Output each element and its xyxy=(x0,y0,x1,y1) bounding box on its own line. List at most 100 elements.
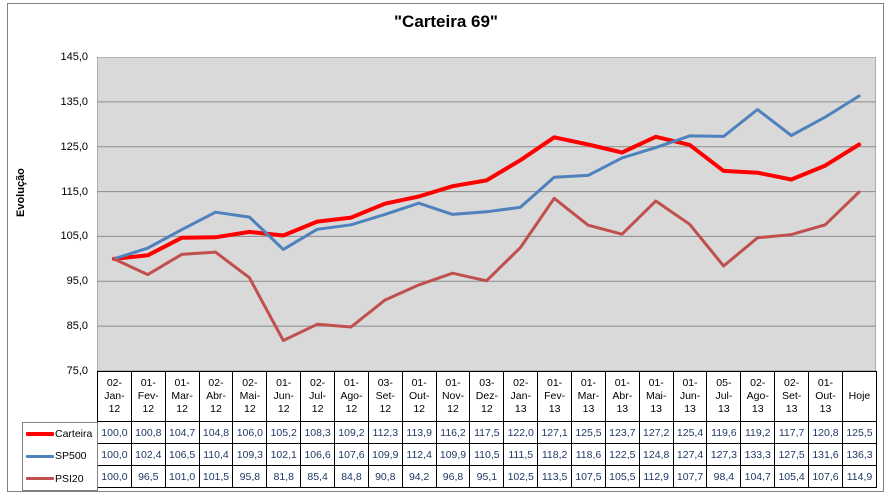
legend[interactable]: Carteira SP500 PSI20 xyxy=(22,422,98,491)
date-header-cell: 01- Mar- 12 xyxy=(164,371,200,422)
date-header-cell: 02- Ago- 13 xyxy=(740,371,776,422)
value-cell: 106,5 xyxy=(164,443,200,466)
value-cell: 124,8 xyxy=(638,443,674,466)
legend-label: SP500 xyxy=(55,450,87,463)
value-cell: 117,5 xyxy=(469,421,505,444)
value-cell: 84,8 xyxy=(334,465,369,488)
date-header-cell: 01- Nov- 12 xyxy=(435,371,471,422)
y-tick-label: 95,0 xyxy=(66,275,88,288)
value-cell: 109,2 xyxy=(334,421,369,444)
y-tick-label: 115,0 xyxy=(61,185,88,198)
value-cell: 113,9 xyxy=(401,421,437,444)
legend-item-sp500[interactable]: SP500 xyxy=(23,445,97,467)
value-cell: 111,5 xyxy=(503,443,539,466)
value-cell: 107,6 xyxy=(808,465,843,488)
value-cell: 118,6 xyxy=(571,443,606,466)
value-cell: 101,0 xyxy=(164,465,200,488)
y-tick-label: 75,0 xyxy=(66,365,88,377)
date-header-cell: 01- Fev- 13 xyxy=(537,371,573,422)
legend-line-icon xyxy=(26,432,54,437)
value-cell: 116,2 xyxy=(435,421,471,444)
y-tick-label: 125,0 xyxy=(60,140,88,153)
date-header-cell: 01- Ago- 12 xyxy=(334,371,369,422)
value-cell: 112,9 xyxy=(638,465,674,488)
value-cell: 96,8 xyxy=(435,465,471,488)
value-cell: 102,1 xyxy=(266,443,302,466)
value-cell: 117,7 xyxy=(774,421,810,444)
date-header-cell: 02- Abr- 12 xyxy=(198,371,234,422)
value-cell: 127,5 xyxy=(774,443,810,466)
value-cell: 107,5 xyxy=(571,465,606,488)
plot-area[interactable] xyxy=(97,57,876,371)
value-cell: 104,7 xyxy=(740,465,776,488)
date-header-cell: 05- Jul- 13 xyxy=(706,371,742,422)
value-cell: 81,8 xyxy=(266,465,302,488)
value-cell: 112,3 xyxy=(367,421,403,444)
value-cell: 109,9 xyxy=(367,443,403,466)
value-cell: 113,5 xyxy=(537,465,573,488)
value-cell: 85,4 xyxy=(300,465,336,488)
chart-title: "Carteira 69" xyxy=(393,12,498,31)
date-header-cell: 01- Fev- 12 xyxy=(130,371,166,422)
date-header-cell: 02- Jan- 12 xyxy=(97,371,132,422)
series-line-psi20[interactable] xyxy=(112,190,861,342)
legend-item-carteira[interactable]: Carteira xyxy=(23,423,97,445)
value-cell: 90,8 xyxy=(367,465,403,488)
y-axis-tick-labels: 145,0 135,0 125,0 115,0 105,0 95,0 85,0 75,0 xyxy=(38,51,88,377)
plot-svg xyxy=(97,57,876,371)
date-header-cell: 01- Jun- 13 xyxy=(672,371,708,422)
value-cell: 120,8 xyxy=(808,421,843,444)
value-cell: 100,8 xyxy=(130,421,166,444)
date-header-cell: 02- Set- 13 xyxy=(774,371,810,422)
value-cell: 127,1 xyxy=(537,421,573,444)
value-cell: 105,5 xyxy=(604,465,640,488)
value-cell: 107,7 xyxy=(672,465,708,488)
value-cell: 106,6 xyxy=(300,443,336,466)
value-cell: 112,4 xyxy=(401,443,437,466)
legend-line-icon xyxy=(26,454,54,458)
legend-label: Carteira xyxy=(55,428,93,441)
value-cell: 105,2 xyxy=(266,421,302,444)
value-cell: 105,4 xyxy=(774,465,810,488)
value-cell: 100,0 xyxy=(97,421,132,444)
value-cell: 110,5 xyxy=(469,443,505,466)
value-cell: 101,5 xyxy=(198,465,234,488)
y-tick-label: 105,0 xyxy=(60,230,88,243)
value-cell: 136,3 xyxy=(841,443,878,466)
value-cell: 95,1 xyxy=(469,465,505,488)
value-cell: 94,2 xyxy=(401,465,437,488)
value-cell: 106,0 xyxy=(232,421,268,444)
series-line-sp500[interactable] xyxy=(112,94,861,261)
value-cell: 133,3 xyxy=(740,443,776,466)
value-cell: 122,5 xyxy=(604,443,640,466)
legend-item-psi20[interactable]: PSI20 xyxy=(23,468,97,490)
value-cell: 125,4 xyxy=(672,421,708,444)
value-row-carteira: 100,0 100,8 104,7 104,8 106,0 105,2 108,3 109,2… xyxy=(97,421,878,444)
date-header-cell: Hoje xyxy=(841,371,878,422)
legend-line-icon xyxy=(26,477,54,481)
value-cell: 125,5 xyxy=(571,421,606,444)
value-cell: 100,0 xyxy=(97,443,132,466)
value-cell: 119,6 xyxy=(706,421,742,444)
chart-data-table: 02- Jan- 12 01- Fev- 12 01- Mar- 12 02- Abr- 12 02- M… xyxy=(97,371,878,488)
date-header-row: 02- Jan- 12 01- Fev- 12 01- Mar- 12 02- Abr- 12 02- M… xyxy=(97,371,878,422)
series-line-carteira[interactable] xyxy=(111,134,862,261)
date-header-cell: 01- Abr- 13 xyxy=(604,371,640,422)
value-cell: 122,0 xyxy=(503,421,539,444)
value-cell: 100,0 xyxy=(97,465,132,488)
value-cell: 125,5 xyxy=(841,421,878,444)
value-cell: 110,4 xyxy=(198,443,234,466)
value-row-psi20: 100,0 96,5 101,0 101,5 95,8 81,8 85,4 84,8 90,8 9… xyxy=(97,465,878,488)
value-cell: 102,4 xyxy=(130,443,166,466)
value-cell: 123,7 xyxy=(604,421,640,444)
value-cell: 104,7 xyxy=(164,421,200,444)
value-cell: 109,3 xyxy=(232,443,268,466)
value-cell: 109,9 xyxy=(435,443,471,466)
date-header-cell: 02- Jan- 13 xyxy=(503,371,539,422)
date-header-cell: 01- Mai- 13 xyxy=(638,371,674,422)
value-cell: 107,6 xyxy=(334,443,369,466)
date-header-cell: 01- Jun- 12 xyxy=(266,371,302,422)
value-cell: 127,3 xyxy=(706,443,742,466)
legend-label: PSI20 xyxy=(55,472,84,485)
value-cell: 127,4 xyxy=(672,443,708,466)
